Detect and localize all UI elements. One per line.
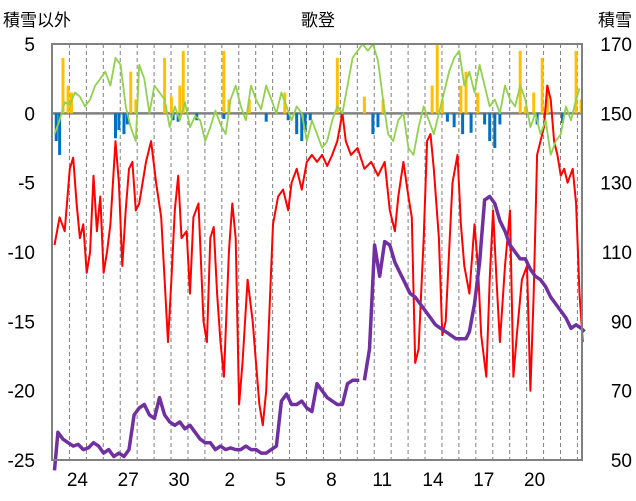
right-tick-label: 170 [600,35,632,56]
right-tick-label: 130 [600,174,632,195]
negative_bar-bar [561,113,565,124]
snowfall-bar [222,50,226,114]
negative_bar-bar [117,113,121,130]
plot-frame [51,43,583,461]
x-tick-label: 30 [168,470,189,491]
negative_bar-bar [371,113,375,135]
snowfall-bar [381,99,385,114]
snowfall-bar [163,57,167,114]
negative_bar-bar [295,113,299,135]
left-tick-label: 5 [24,35,35,56]
negative_bar-bar [308,113,312,121]
snowfall-bar [61,57,65,114]
snowfall-bar [335,57,339,114]
right-tick-label: 110 [602,243,632,264]
right-axis-label: 積雪 [598,11,632,31]
left-tick-label: -5 [18,174,35,195]
snowfall-bar [523,106,527,114]
x-tick-label: 17 [473,470,494,491]
snowfall-bar [134,99,138,114]
right-tick-label: 150 [600,104,632,125]
snowfall-bar [129,71,133,114]
right-tick-label: 50 [611,451,632,472]
left-tick-label: -15 [8,312,35,333]
negative_bar-bar [286,113,290,121]
snowfall-bar [435,44,439,114]
snowfall-bar [430,85,434,114]
snowfall-bar [574,50,578,114]
x-tick-label: 14 [422,470,444,491]
snowfall-bar [476,92,480,114]
negative_bar-bar [125,113,129,125]
negative_bar-bar [483,113,487,125]
left-tick-label: 0 [24,104,35,125]
snowfall-bar [178,85,182,114]
left-tick-label: -25 [8,451,35,472]
x-tick-label: 2 [225,470,236,491]
negative_bar-bar [445,113,449,122]
snow_depth-line [52,194,586,471]
x-tick-label: 5 [275,470,286,491]
negative_bar-bar [461,113,465,135]
lines-layer [52,43,586,471]
humidity_like-line [53,43,581,156]
negative_bar-bar [122,113,126,135]
x-tick-label: 11 [372,470,392,491]
snowfall-bar [464,71,468,114]
x-tick-label: 20 [524,470,545,491]
chart-title: 歌登 [301,11,335,31]
right-ticks: 170 150 130 110 90 70 50 [600,35,632,472]
right-tick-label: 90 [611,312,632,333]
left-tick-label: -10 [8,243,35,264]
x-tick-label: 27 [118,470,139,491]
snowfall-bar [66,85,70,114]
negative_bar-bar [222,113,226,119]
snowfall-bar [518,50,522,114]
snowfall-bar [181,50,185,114]
x-tick-label: 8 [326,470,337,491]
negative_bar-bar [469,113,473,133]
left-axis-label: 積雪以外 [3,11,71,31]
temperature-line [53,84,584,427]
snowfall-bar [362,96,366,114]
snowfall-bar [545,85,549,114]
negative_bar-bar [488,113,492,142]
snowfall-bar [532,92,536,114]
snowfall-bar [459,85,463,114]
x-tick-label: 24 [67,470,89,491]
x-ticks: 24 27 30 2 5 8 11 14 17 20 [67,470,545,491]
negative_bar-bar [300,113,304,142]
negative_bar-bar [58,113,62,155]
right-tick-label: 70 [611,382,632,403]
left-tick-label: -20 [8,382,35,403]
negative_bar-bar [498,113,502,125]
negative_bar-bar [264,113,268,122]
snowfall-bar [169,96,173,114]
negative_bar-bar [113,113,117,139]
negative_bar-bar [376,113,380,128]
negative_bar-bar [493,113,497,148]
negative_bar-bar [452,113,456,128]
snowfall-bar [540,57,544,114]
snowfall-bar [247,99,251,114]
bars-layer [54,44,583,155]
snowfall-bar [440,99,444,114]
negative_bar-bar [303,113,307,130]
left-ticks: 5 0 -5 -10 -15 -20 -25 [8,35,35,472]
